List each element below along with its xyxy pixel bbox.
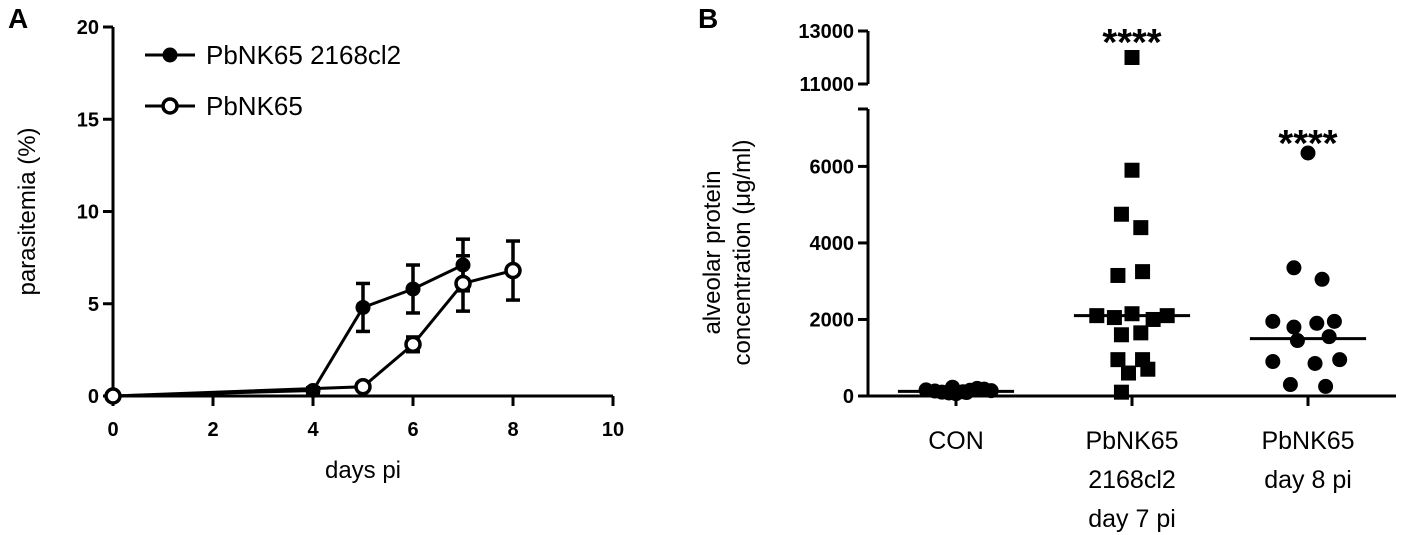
y-tick-label: 2000	[810, 309, 855, 331]
data-point-square	[1135, 264, 1151, 280]
significance-stars: ****	[1102, 22, 1161, 64]
data-point-square	[1113, 384, 1129, 400]
legend-label: PbNK65	[206, 91, 303, 121]
y-tick-label: 0	[843, 386, 854, 408]
data-point-circle	[1318, 378, 1334, 394]
category-label: PbNK65	[1085, 427, 1178, 455]
legend-label: PbNK65 2168cl2	[206, 40, 401, 70]
y-tick-label: 0	[88, 386, 99, 408]
data-point-circle	[1282, 377, 1298, 393]
data-point-square	[1120, 365, 1136, 381]
y-tick-label: 15	[77, 109, 99, 131]
y-axis-title: parasitemia (%)	[14, 127, 41, 295]
legend-marker	[162, 47, 178, 63]
data-point-circle	[1326, 313, 1342, 329]
category-label: day 7 pi	[1088, 505, 1176, 533]
series-line	[112, 269, 514, 398]
data-point-circle	[1286, 319, 1302, 335]
data-point-open	[354, 378, 372, 396]
category-label: 2168cl2	[1088, 466, 1176, 494]
y-tick-label: 4000	[810, 233, 855, 255]
data-point-circle	[1309, 315, 1325, 331]
data-point-filled	[355, 299, 371, 315]
panel-b-chart: 0 2000 4000 6000 11000 13000 alveolar protein c…	[699, 21, 1396, 533]
x-tick-label: 2	[207, 419, 218, 441]
x-tick-label: 10	[602, 419, 624, 441]
y-tick-label: 10	[77, 202, 99, 224]
data-point-circle	[1265, 354, 1281, 370]
data-point-square	[1124, 162, 1140, 178]
x-tick-label: 4	[307, 419, 319, 441]
data-point-circle	[1289, 333, 1305, 349]
significance-stars: ****	[1278, 123, 1337, 165]
data-point-circle	[1314, 271, 1330, 287]
data-point-square	[1133, 220, 1149, 236]
data-point-square	[1140, 361, 1156, 377]
category-label: day 8 pi	[1264, 466, 1352, 494]
data-point-circle	[1307, 355, 1323, 371]
category-label: CON	[928, 427, 984, 455]
x-tick-label: 6	[407, 419, 418, 441]
data-point-filled	[405, 281, 421, 297]
data-point-filled	[305, 382, 321, 398]
x-tick-label: 8	[507, 419, 518, 441]
y-axis-title-line: concentration (μg/ml)	[729, 140, 756, 366]
y-axis-title-line: alveolar protein	[699, 170, 726, 334]
data-point-circle	[1332, 352, 1348, 368]
category-label: PbNK65	[1261, 427, 1354, 455]
data-point-square	[1113, 327, 1129, 343]
data-point-open	[504, 261, 522, 280]
data-point-circle	[1321, 329, 1337, 345]
y-tick-label: 5	[88, 294, 99, 316]
data-point-circle	[1300, 145, 1316, 161]
data-point-square	[1113, 206, 1129, 222]
x-axis-title: days pi	[325, 457, 401, 484]
data-point-square	[1124, 50, 1140, 65]
y-tick-label: 11000	[799, 74, 854, 96]
panel-a-label: A	[8, 3, 28, 34]
x-tick-label: 0	[107, 419, 118, 441]
data-point-square	[1124, 306, 1140, 322]
y-tick-label: 13000	[798, 21, 854, 43]
y-tick-label: 6000	[810, 156, 855, 178]
data-point-square	[1110, 352, 1126, 368]
panel-a-chart: 0 5 10 15 20 0 2 4 6 8 10 days pi parasitemia (%) PbN…	[14, 17, 624, 484]
data-point-open	[104, 387, 122, 405]
data-point-open	[454, 274, 472, 293]
data-point-circle	[1286, 260, 1302, 276]
data-point-circle	[1265, 313, 1281, 329]
panel-b-label: B	[698, 3, 718, 34]
data-point-square	[1106, 310, 1122, 326]
data-point-square	[1133, 325, 1149, 341]
data-point-square	[1110, 267, 1126, 283]
y-tick-label: 20	[77, 17, 99, 39]
legend-marker	[161, 97, 179, 115]
data-point-open	[404, 335, 422, 354]
